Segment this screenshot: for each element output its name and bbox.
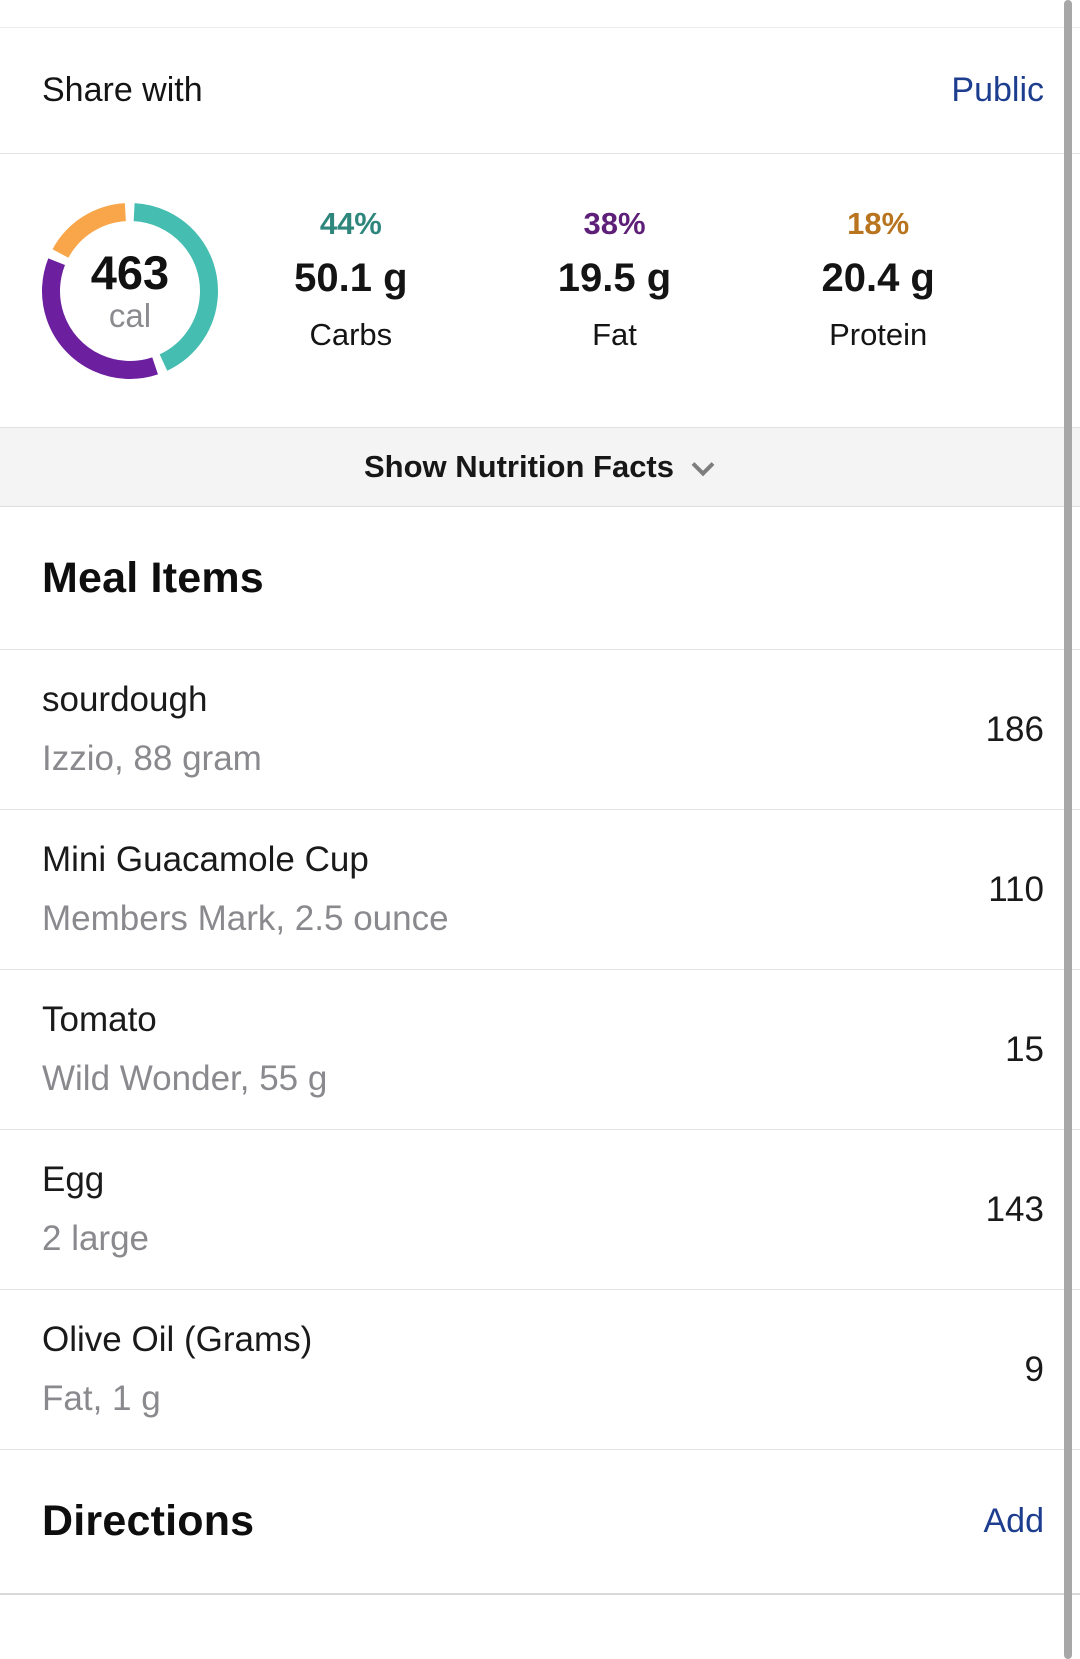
item-calories: 110 bbox=[988, 869, 1044, 909]
fat-percent: 38% bbox=[583, 206, 646, 241]
item-detail: Wild Wonder, 55 g bbox=[42, 1059, 328, 1098]
calorie-total: 463 bbox=[90, 246, 170, 300]
item-calories: 143 bbox=[985, 1189, 1044, 1229]
meal-items-heading: Meal Items bbox=[42, 553, 264, 602]
donut-center-text: 463 cal bbox=[41, 202, 219, 380]
item-detail: Members Mark, 2.5 ounce bbox=[42, 899, 449, 938]
item-calories: 15 bbox=[1005, 1029, 1044, 1069]
share-visibility-value[interactable]: Public bbox=[951, 71, 1044, 109]
carbs-percent: 44% bbox=[319, 206, 382, 241]
directions-heading: Directions bbox=[42, 1497, 255, 1545]
donut-ring bbox=[41, 203, 218, 379]
item-name: Tomato bbox=[42, 1000, 157, 1039]
macro-fat: 38% 19.5 g Fat bbox=[483, 206, 747, 353]
item-detail: 2 large bbox=[42, 1219, 150, 1258]
meal-item-row-sourdough[interactable]: sourdough Izzio, 88 gram 186 bbox=[0, 650, 1080, 810]
top-divider-strip bbox=[0, 0, 1080, 28]
meal-item-row-tomato[interactable]: Tomato Wild Wonder, 55 g 15 bbox=[0, 970, 1080, 1130]
macro-protein: 18% 20.4 g Protein bbox=[746, 206, 1010, 353]
item-calories: 186 bbox=[985, 709, 1044, 749]
protein-grams: 20.4 g bbox=[821, 256, 935, 300]
directions-section: Directions Add bbox=[0, 1450, 1080, 1595]
meal-items-header: Meal Items bbox=[0, 507, 1080, 650]
fat-grams: 19.5 g bbox=[557, 256, 672, 300]
carbs-grams: 50.1 g bbox=[294, 256, 408, 300]
protein-label: Protein bbox=[829, 317, 928, 352]
item-texts: Olive Oil (Grams) Fat, 1 g bbox=[42, 1320, 312, 1419]
item-detail: Fat, 1 g bbox=[42, 1379, 161, 1418]
item-name: Mini Guacamole Cup bbox=[42, 840, 369, 879]
item-texts: sourdough Izzio, 88 gram bbox=[42, 680, 262, 779]
calorie-donut-chart: 463 cal bbox=[41, 202, 219, 380]
meal-item-row-olive-oil[interactable]: Olive Oil (Grams) Fat, 1 g 9 bbox=[0, 1290, 1080, 1450]
item-texts: Mini Guacamole Cup Members Mark, 2.5 oun… bbox=[42, 840, 449, 939]
meal-item-row-guacamole[interactable]: Mini Guacamole Cup Members Mark, 2.5 oun… bbox=[0, 810, 1080, 970]
share-with-label: Share with bbox=[42, 71, 203, 109]
item-texts: Tomato Wild Wonder, 55 g bbox=[42, 1000, 327, 1099]
item-texts: Egg 2 large bbox=[42, 1160, 149, 1259]
calorie-summary-section: 463 cal 44% 50.1 g Carbs 38% 19.5 g Fat … bbox=[0, 154, 1080, 427]
item-name: Egg bbox=[42, 1160, 105, 1199]
item-detail: Izzio, 88 gram bbox=[42, 739, 262, 778]
show-nutrition-facts-toggle[interactable]: Show Nutrition Facts bbox=[0, 427, 1080, 507]
donut-segment-fat bbox=[41, 203, 218, 379]
show-nutrition-facts-label: Show Nutrition Facts bbox=[364, 449, 674, 484]
add-directions-button[interactable]: Add bbox=[983, 1502, 1045, 1540]
macro-columns: 44% 50.1 g Carbs 38% 19.5 g Fat 18% 20.4… bbox=[219, 206, 1080, 353]
item-name: Olive Oil (Grams) bbox=[42, 1320, 313, 1359]
share-with-row[interactable]: Share with Public bbox=[0, 28, 1080, 154]
item-name: sourdough bbox=[42, 680, 208, 719]
item-calories: 9 bbox=[1024, 1349, 1044, 1389]
chevron-down-icon bbox=[691, 462, 715, 477]
scrollbar-thumb[interactable] bbox=[1064, 0, 1072, 1659]
carbs-label: Carbs bbox=[309, 317, 393, 352]
protein-percent: 18% bbox=[847, 206, 910, 241]
meal-item-row-egg[interactable]: Egg 2 large 143 bbox=[0, 1130, 1080, 1290]
macro-carbs: 44% 50.1 g Carbs bbox=[219, 206, 483, 353]
calorie-unit: cal bbox=[108, 296, 152, 334]
fat-label: Fat bbox=[592, 317, 637, 352]
